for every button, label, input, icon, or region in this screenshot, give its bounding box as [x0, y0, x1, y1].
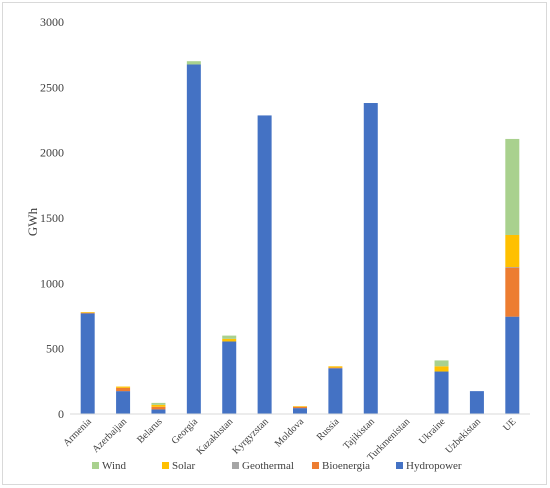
- y-axis: 0 500 1000 1500 2000 2500 3000: [40, 15, 64, 421]
- x-tick-label: UE: [501, 416, 518, 433]
- x-tick-label: Belarus: [135, 416, 164, 445]
- bar-segment: [186, 64, 201, 414]
- x-tick-label: Georgia: [170, 416, 201, 447]
- bar-segment: [257, 115, 272, 414]
- bar-segment: [328, 368, 343, 414]
- legend-swatch: [92, 462, 99, 469]
- bar-segment: [222, 338, 237, 342]
- legend-label: Solar: [172, 460, 196, 472]
- y-tick-label: 0: [58, 407, 64, 421]
- bar-segment: [293, 408, 307, 414]
- x-tick-label: Azerbaijan: [90, 416, 129, 455]
- legend-swatch: [232, 462, 239, 469]
- y-tick-label: 1000: [40, 276, 64, 290]
- bar-segment: [116, 386, 131, 388]
- bar-segment: [151, 409, 166, 414]
- bar-segment: [505, 234, 520, 267]
- legend-label: Hydropower: [406, 460, 462, 472]
- bars: [80, 61, 520, 414]
- x-tick-label: Uzbekistan: [443, 416, 483, 456]
- bar-segment: [151, 404, 166, 407]
- bar-segment: [80, 313, 95, 414]
- y-axis-label: GWh: [25, 207, 40, 236]
- x-tick-label: Russia: [315, 416, 342, 443]
- y-tick-label: 1500: [40, 211, 64, 225]
- bar-segment: [328, 367, 343, 369]
- bar-segment: [505, 267, 520, 317]
- bar-segment: [505, 267, 520, 268]
- bar-segment: [222, 335, 237, 339]
- x-tick-label: Tajikistan: [341, 416, 377, 452]
- bar-segment: [151, 402, 166, 405]
- legend-swatch: [312, 462, 319, 469]
- legend: Wind Solar Geothermal Bioenergia Hydropower: [92, 460, 462, 472]
- bar-segment: [293, 406, 307, 409]
- bar-segment: [505, 316, 520, 414]
- bar-segment: [434, 366, 449, 372]
- legend-label: Geothermal: [242, 460, 294, 472]
- y-tick-label: 3000: [40, 15, 64, 29]
- bar-segment: [363, 103, 378, 414]
- legend-swatch: [396, 462, 403, 469]
- bar-segment: [505, 138, 520, 235]
- legend-swatch: [162, 462, 169, 469]
- bar-segment: [434, 371, 449, 414]
- bar-segment: [116, 387, 131, 392]
- x-tick-label: Kyrgyzstan: [230, 416, 270, 456]
- bar-segment: [80, 312, 95, 314]
- x-tick-label: Ukraine: [417, 416, 448, 447]
- bar-segment: [469, 391, 484, 414]
- x-tick-label: Moldova: [273, 416, 307, 450]
- y-tick-label: 2500: [40, 80, 64, 94]
- bar-segment: [328, 366, 343, 368]
- bar-segment: [151, 406, 166, 410]
- bar-segment: [186, 61, 201, 65]
- y-tick-label: 2000: [40, 146, 64, 160]
- x-tick-label: Kazakhstan: [195, 416, 236, 457]
- legend-label: Wind: [102, 460, 126, 472]
- bar-segment: [116, 391, 131, 414]
- x-tick-label: Armenia: [61, 416, 94, 449]
- legend-label: Bioenergia: [322, 460, 370, 472]
- y-tick-label: 500: [46, 342, 64, 356]
- bar-segment: [222, 341, 237, 414]
- bar-segment: [80, 312, 95, 313]
- bar-segment: [434, 360, 449, 367]
- bar-segment: [293, 406, 307, 407]
